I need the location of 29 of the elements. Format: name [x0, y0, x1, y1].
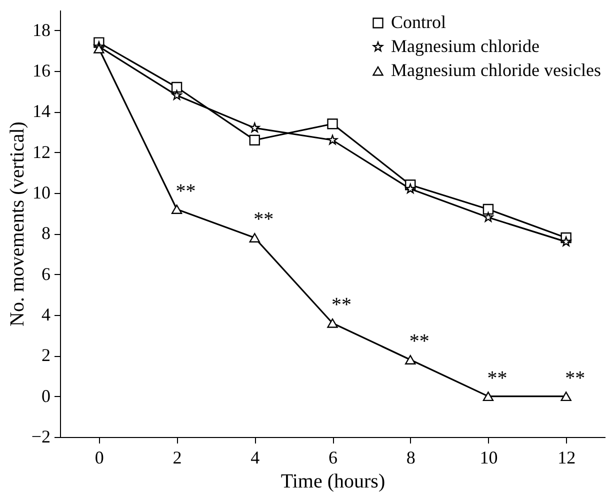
y-tick-label: −2	[31, 426, 50, 446]
y-tick-label: 12	[32, 142, 50, 162]
y-tick-label: 4	[42, 304, 50, 324]
x-tick-label: 10	[480, 448, 498, 468]
annotation: **	[565, 367, 586, 390]
y-tick-label: 2	[42, 345, 50, 366]
y-tick-label: 8	[42, 223, 50, 244]
legend-label: Control	[391, 12, 446, 32]
annotation: **	[176, 180, 196, 202]
y-tick-label: 16	[32, 60, 50, 80]
x-tick-label: 0	[94, 448, 104, 468]
x-tick-label: 4	[250, 448, 260, 468]
annotation: **	[332, 294, 352, 316]
x-tick-label: 12	[558, 448, 576, 468]
annotation: **	[487, 367, 508, 390]
x-tick-label: 8	[406, 448, 416, 468]
y-tick-label: 14	[32, 101, 50, 122]
y-tick-label: 10	[32, 182, 50, 202]
annotation: **	[409, 330, 430, 353]
y-tick-label: 0	[42, 386, 50, 406]
x-tick-label: 6	[328, 448, 338, 468]
annotation: **	[254, 208, 274, 231]
y-axis-title: No. movements (vertical)	[6, 122, 28, 326]
x-axis-title: Time (hours)	[280, 470, 386, 492]
y-tick-label: 6	[42, 264, 50, 284]
legend-label: Magnesium chloride vesicles	[391, 60, 601, 80]
x-tick-label: 2	[172, 448, 182, 468]
legend-label: Magnesium chloride	[391, 36, 540, 56]
y-tick-label: 18	[32, 20, 50, 40]
